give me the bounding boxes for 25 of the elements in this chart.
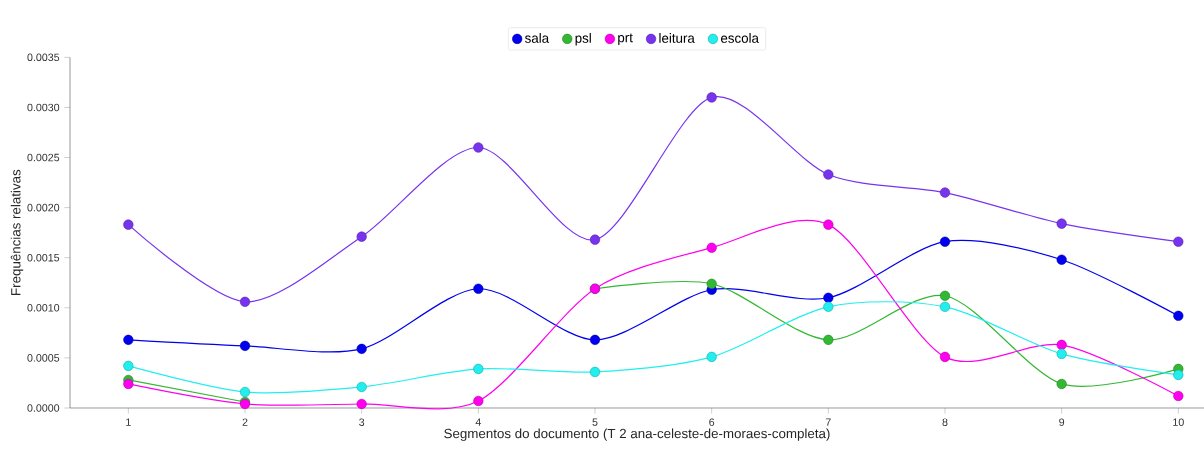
legend-label: sala: [525, 33, 550, 43]
x-tick-label: 1: [126, 418, 131, 426]
x-tick-label: 6: [709, 418, 715, 426]
y-tick-label: 0.0030: [27, 103, 60, 112]
legend-label: psl: [575, 33, 591, 46]
x-tick-label: 5: [592, 418, 598, 426]
y-tick-label: 0.0005: [27, 354, 60, 362]
x-tick-label: 2: [242, 418, 248, 426]
x-tick-label: 3: [359, 418, 365, 426]
x-axis-title: Segmentos do documento (T 2 ana-celeste-de-moraes-completa): [444, 428, 830, 441]
legend-label: leitura: [659, 33, 695, 43]
legend-label: escola: [720, 33, 759, 43]
y-tick-label: 0.0035: [27, 53, 60, 62]
y-tick-label: 0.0025: [27, 153, 60, 162]
x-tick-label: 4: [475, 418, 481, 426]
y-tick-label: 0.0015: [27, 253, 60, 262]
y-tick-label: 0.0000: [27, 404, 60, 412]
x-tick-label: 10: [1173, 418, 1184, 426]
x-tick-label: 8: [942, 418, 948, 426]
y-tick-label: 0.0010: [27, 304, 60, 312]
x-tick-label: 9: [1059, 418, 1065, 426]
x-tick-label: 7: [825, 418, 831, 426]
legend-label: prt: [618, 33, 633, 45]
y-tick-label: 0.0020: [27, 203, 60, 212]
y-axis-title: Frequências relativas: [10, 169, 24, 295]
